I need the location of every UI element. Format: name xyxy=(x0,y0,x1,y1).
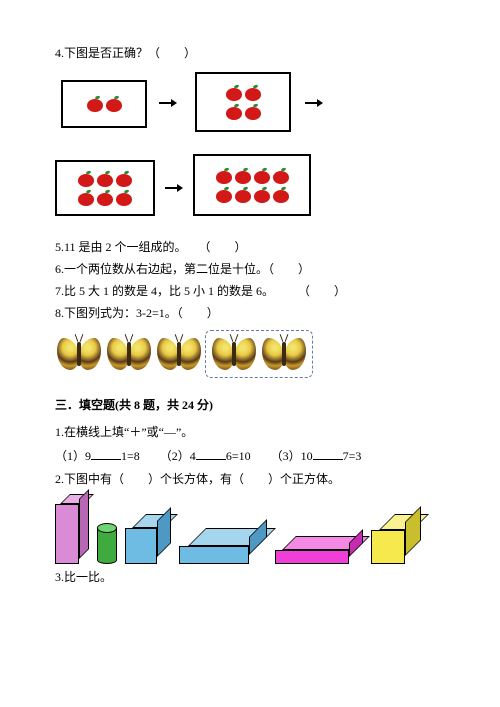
apple-icon xyxy=(272,167,290,185)
apple-icon xyxy=(115,189,133,207)
cylinder-shape xyxy=(97,522,117,564)
apple-box xyxy=(61,80,147,128)
s3q2-text: 2.下图中有（ ）个长方体，有（ ）个正方体。 xyxy=(55,470,445,488)
apple-icon xyxy=(115,170,133,188)
butterfly-icon xyxy=(105,334,153,374)
apple-icon xyxy=(244,84,262,102)
q6-text: 6.一个两位数从右边起，第二位是十位。（ ） xyxy=(55,260,445,278)
butterfly-icon xyxy=(155,334,203,374)
apple-box xyxy=(195,72,291,132)
cuboid-shape xyxy=(125,514,171,564)
apple-icon xyxy=(234,186,252,204)
apple-icon xyxy=(225,84,243,102)
s3q1-parts: （1）91=8 （2）46=10 （3）107=3 xyxy=(55,447,445,464)
apple-icon xyxy=(86,95,104,113)
apple-icon xyxy=(77,189,95,207)
s3q3-text: 3.比一比。 xyxy=(55,568,445,586)
apple-icon xyxy=(225,103,243,121)
butterfly-icon xyxy=(210,334,258,374)
butterfly-dashbox xyxy=(205,330,313,378)
s3q1-text: 1.在横线上填“＋”或“—”。 xyxy=(55,423,445,441)
apple-box xyxy=(55,160,155,216)
arrow-icon xyxy=(305,102,321,104)
butterfly-icon xyxy=(260,334,308,374)
cuboid-shape xyxy=(371,514,421,564)
s3q1-p3: （3）107=3 xyxy=(271,447,362,464)
apple-icon xyxy=(253,167,271,185)
apple-icon xyxy=(253,186,271,204)
q8-text: 8.下图列式为：3-2=1。（ ） xyxy=(55,304,445,322)
apple-icon xyxy=(215,186,233,204)
shapes-diagram xyxy=(55,494,445,564)
s3q1-p1: （1）91=8 xyxy=(55,447,140,464)
q4-text: 4.下图是否正确？（ ） xyxy=(55,44,445,62)
apple-box xyxy=(193,154,311,216)
blank[interactable] xyxy=(196,448,226,460)
cuboid-shape xyxy=(55,494,89,564)
apple-icon xyxy=(215,167,233,185)
s3q1-p2: （2）46=10 xyxy=(160,447,251,464)
cuboid-shape xyxy=(275,536,363,564)
apple-icon xyxy=(272,186,290,204)
apple-icon xyxy=(77,170,95,188)
q5-text: 5.11 是由 2 个一组成的。 （ ） xyxy=(55,238,445,256)
apple-icon xyxy=(96,189,114,207)
apple-icon xyxy=(244,103,262,121)
butterfly-icon xyxy=(55,334,103,374)
arrow-icon xyxy=(159,102,175,104)
blank[interactable] xyxy=(91,448,121,460)
apples-diagram xyxy=(55,72,365,222)
q7-text: 7.比 5 大 1 的数是 4，比 5 小 1 的数是 6。 （ ） xyxy=(55,282,445,300)
butterflies-diagram xyxy=(55,330,445,378)
apple-icon xyxy=(234,167,252,185)
apple-icon xyxy=(105,95,123,113)
section3-title: 三．填空题(共 8 题，共 24 分) xyxy=(55,396,445,413)
blank[interactable] xyxy=(313,448,343,460)
arrow-icon xyxy=(165,187,181,189)
apple-icon xyxy=(96,170,114,188)
cuboid-shape xyxy=(179,528,267,564)
